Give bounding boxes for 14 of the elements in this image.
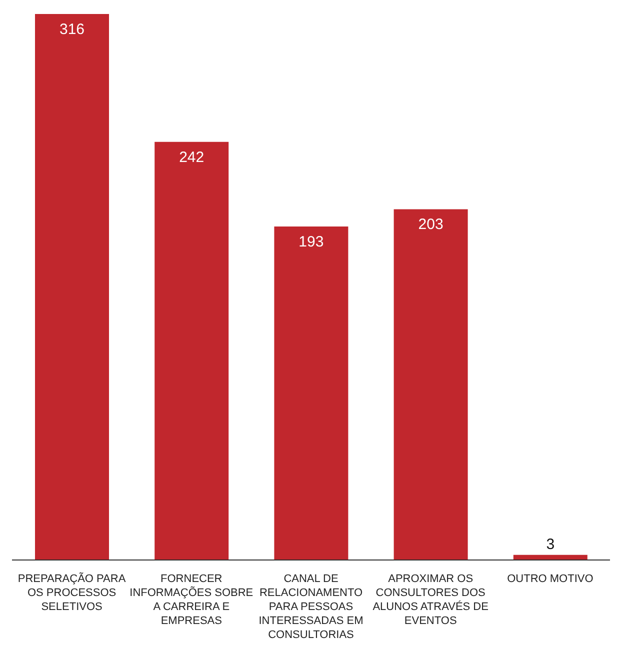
data-label: 193 [298,234,324,251]
bar [35,14,109,560]
data-label: 3 [546,536,555,553]
x-tick-label: PREPARAÇÃO PARA OS PROCESSOS SELETIVOS [18,572,126,613]
bar [394,209,468,560]
data-label: 203 [418,216,444,234]
x-tick-label: CANAL DE RELACIONAMENTO PARA PESSOAS INTERESSADAS EM CONSULTORIAS [258,573,364,641]
bar [154,142,229,560]
data-label: 316 [59,21,85,38]
x-tick-label: APROXIMAR OS CONSULTORES DOS ALUNOS ATRAVÉS DE EVENTOS [372,573,488,627]
bar [274,226,348,560]
x-tick-label: FORNECER INFORMAÇÕES SOBRE A CARREIRA E EMPRESAS [130,573,254,627]
data-label: 242 [179,148,204,166]
x-tick-label: OUTRO MOTIVO [507,573,594,585]
